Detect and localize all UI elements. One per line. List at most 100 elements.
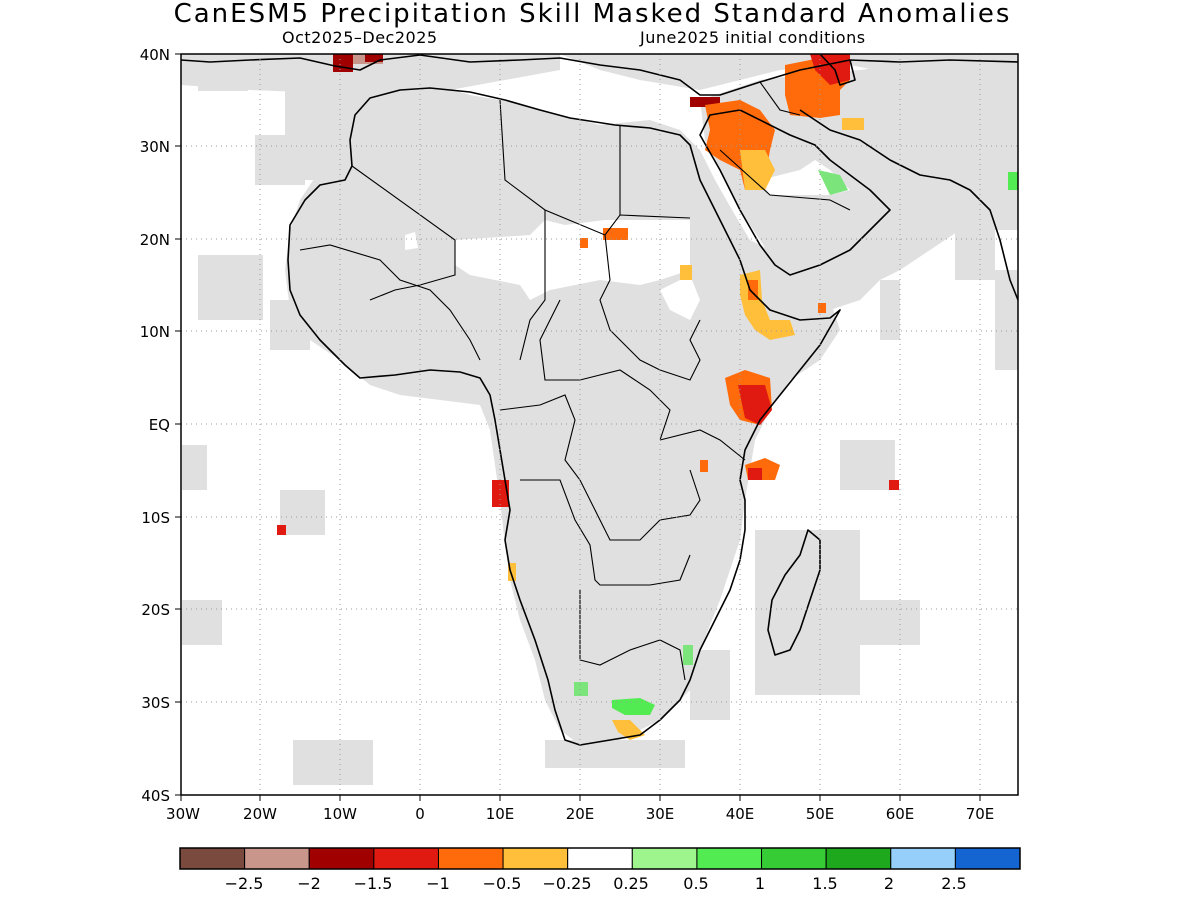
colorbar-cell (308, 847, 375, 870)
coastlines (181, 54, 1018, 746)
border-sudan (599, 234, 701, 381)
anomaly-patch-iberia (333, 54, 353, 72)
anomaly-patch-india (1008, 172, 1018, 190)
border-east (659, 429, 746, 461)
anomaly-patch-mozambique (683, 645, 693, 665)
colorbar-label: 2.5 (941, 874, 966, 893)
anomaly-patch-namibia (574, 682, 588, 696)
sahara-white-spot (405, 232, 418, 250)
lon-label: 0 (415, 805, 425, 823)
border-southern (520, 479, 691, 586)
tristan-mask (293, 740, 373, 785)
lon-label: 30W (166, 805, 200, 823)
seychelles-mask (840, 440, 895, 490)
persia-coastline (799, 109, 1018, 301)
anomaly-patch-iran-east (842, 118, 864, 130)
africa-coastline (287, 87, 841, 746)
lat-label: EQ (149, 416, 170, 434)
arabia-mask (700, 60, 1018, 310)
south-atlantic-mask (182, 600, 222, 645)
anomaly-patch-gabon-sea (492, 480, 509, 507)
anomaly-patch-chad (603, 228, 628, 240)
sahel-white-area (455, 220, 690, 300)
anomaly-patch-indian-ocean (889, 480, 899, 490)
colorbar-cell (825, 847, 892, 870)
colorbar-label: −0.25 (542, 874, 591, 893)
axis-ticks (175, 53, 981, 801)
lon-label: 20E (566, 805, 595, 823)
lon-label: 50E (806, 805, 835, 823)
lon-label: 20W (243, 805, 277, 823)
colorbar-label: 1 (755, 874, 765, 893)
lat-label: 20S (141, 601, 170, 619)
lon-label: 10E (486, 805, 515, 823)
lat-label: 10N (140, 323, 170, 341)
europe-mask (181, 54, 560, 95)
lon-label: 30E (646, 805, 675, 823)
colorbar-cell (244, 847, 310, 870)
colorbar-cell (696, 847, 763, 870)
anomaly-patch-angola (508, 563, 516, 581)
colorbar-cell (502, 847, 569, 870)
colorbar-cell (954, 847, 1021, 870)
colorbar (179, 847, 1021, 870)
lon-label: 60E (886, 805, 915, 823)
lon-label: 70E (966, 805, 995, 823)
lat-labels: 40N 30N 20N 10N EQ 10S 20S 30S 40S (140, 46, 170, 805)
colorbar-frame (179, 847, 1021, 870)
unmasked-areas (405, 160, 850, 320)
arabia-coastline (699, 109, 891, 276)
anomaly-patch-somalia-north (818, 303, 826, 313)
senegal-coast-mask (270, 300, 310, 350)
colorbar-label: −2.5 (225, 874, 264, 893)
colorbar-label: 0.5 (683, 874, 708, 893)
colorbar-cell (179, 847, 246, 870)
lat-label: 40S (141, 787, 170, 805)
europe-coastline (181, 54, 1018, 96)
map-title: CanESM5 Precipitation Skill Masked Stand… (173, 0, 1012, 29)
asia-mask (560, 54, 1018, 90)
border-south-africa (579, 590, 686, 681)
colorbar-cell (761, 847, 827, 870)
colorbar-label: 0.25 (613, 874, 649, 893)
lon-label: 10W (323, 805, 357, 823)
anomaly-patch-chad-2 (580, 238, 588, 248)
border-central (539, 299, 671, 441)
atlantic-mask (198, 54, 248, 91)
cape-verde-mask (198, 255, 263, 320)
colorbar-cell (631, 847, 698, 870)
colorbar-labels: −2.5 −2 −1.5 −1 −0.5 −0.25 0.25 0.5 1 1.… (225, 874, 967, 893)
border-sahara-3 (519, 210, 546, 361)
lat-label: 20N (140, 231, 170, 249)
lat-label: 40N (140, 46, 170, 64)
canary-mask (255, 135, 305, 185)
africa-mask (285, 80, 840, 745)
colorbar-label: −0.5 (483, 874, 522, 893)
india-mask (955, 230, 995, 280)
lat-label: 10S (141, 509, 170, 527)
colorbar-cell (373, 847, 439, 870)
border-congo (499, 394, 701, 541)
map-area (181, 54, 1018, 795)
colorbar-label: 2 (884, 874, 894, 893)
lon-labels: 30W 20W 10W 0 10E 20E 30E 40E 50E 60E 70… (166, 805, 994, 823)
atlantic-mask-2 (182, 445, 207, 490)
anomaly-patch-tanzania-core (748, 468, 762, 480)
anomaly-patch-levant (690, 97, 720, 107)
border-sahara-1 (351, 165, 456, 301)
forecast-period: Oct2025–Dec2025 (282, 28, 438, 47)
anomaly-patch-tanzania-west (700, 460, 708, 472)
colorbar-cell (890, 847, 956, 870)
anomaly-patch-uae (818, 170, 848, 195)
border-sahara-2 (499, 99, 691, 236)
map-grid (181, 54, 1018, 795)
arabian-sea-mask (880, 280, 900, 340)
anomaly-patch-eritrea (748, 280, 758, 300)
border-arabia (719, 149, 851, 211)
border-iran (759, 81, 801, 116)
anomaly-patch-st-helena (277, 525, 286, 535)
colorbar-label: −1 (426, 874, 450, 893)
lon-label: 40E (726, 805, 755, 823)
colorbar-label: 1.5 (812, 874, 837, 893)
